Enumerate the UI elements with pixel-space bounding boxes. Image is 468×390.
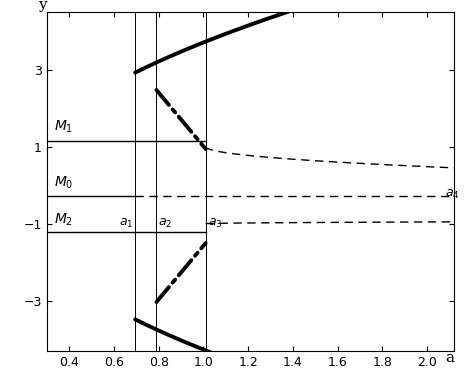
Text: $a_4$: $a_4$: [445, 188, 460, 200]
Text: a: a: [445, 351, 454, 365]
Text: $a_1$: $a_1$: [118, 217, 133, 230]
Text: $M_1$: $M_1$: [53, 119, 73, 135]
Text: $M_0$: $M_0$: [53, 175, 73, 191]
Text: $a_2$: $a_2$: [158, 217, 172, 230]
Text: y: y: [38, 0, 47, 12]
Text: $a_3$: $a_3$: [208, 217, 222, 230]
Text: $M_2$: $M_2$: [53, 211, 73, 228]
